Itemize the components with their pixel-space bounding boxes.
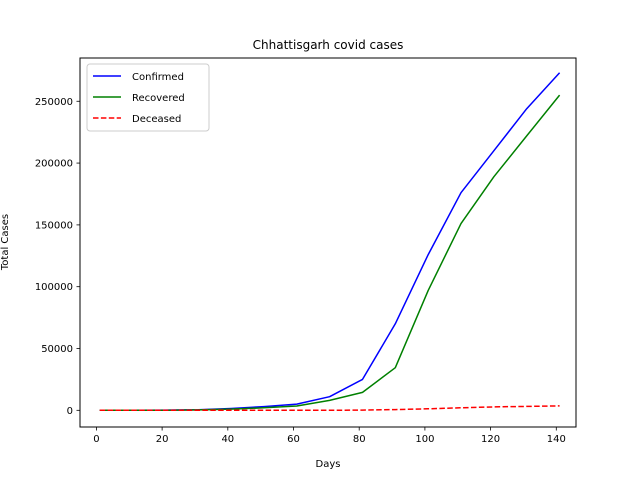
x-tick-label: 120 (481, 434, 500, 445)
y-axis-ticks: 0 50000 100000 150000 200000 250000 (35, 97, 80, 417)
x-tick-label: 40 (221, 434, 234, 445)
y-tick-label: 150000 (35, 220, 73, 231)
x-tick-label: 100 (415, 434, 434, 445)
y-axis-label: Total Cases (0, 214, 11, 271)
chart-title: Chhattisgarh covid cases (253, 38, 404, 52)
legend: Confirmed Recovered Deceased (86, 63, 210, 132)
y-tick-label: 0 (67, 406, 73, 417)
x-tick-label: 80 (353, 434, 366, 445)
series-layer (99, 72, 561, 412)
series-line-deceased (99, 405, 560, 412)
x-axis-ticks: 0 20 40 60 80 100 120 140 (93, 427, 566, 445)
x-tick-label: 0 (93, 434, 99, 445)
x-axis-label: Days (316, 459, 341, 470)
x-tick-label: 140 (547, 434, 566, 445)
y-tick-label: 50000 (41, 344, 73, 355)
legend-label-deceased: Deceased (132, 114, 181, 125)
x-tick-label: 20 (156, 434, 169, 445)
x-tick-label: 60 (287, 434, 300, 445)
legend-label-recovered: Recovered (132, 93, 185, 104)
y-tick-label: 200000 (35, 159, 73, 170)
y-tick-label: 100000 (35, 282, 73, 293)
legend-label-confirmed: Confirmed (132, 72, 184, 83)
series-line-recovered (99, 94, 561, 412)
plot-area-frame (79, 57, 577, 428)
y-tick-label: 250000 (35, 97, 73, 108)
legend-box (86, 63, 210, 132)
legend-entries: Confirmed Recovered Deceased (93, 72, 185, 125)
